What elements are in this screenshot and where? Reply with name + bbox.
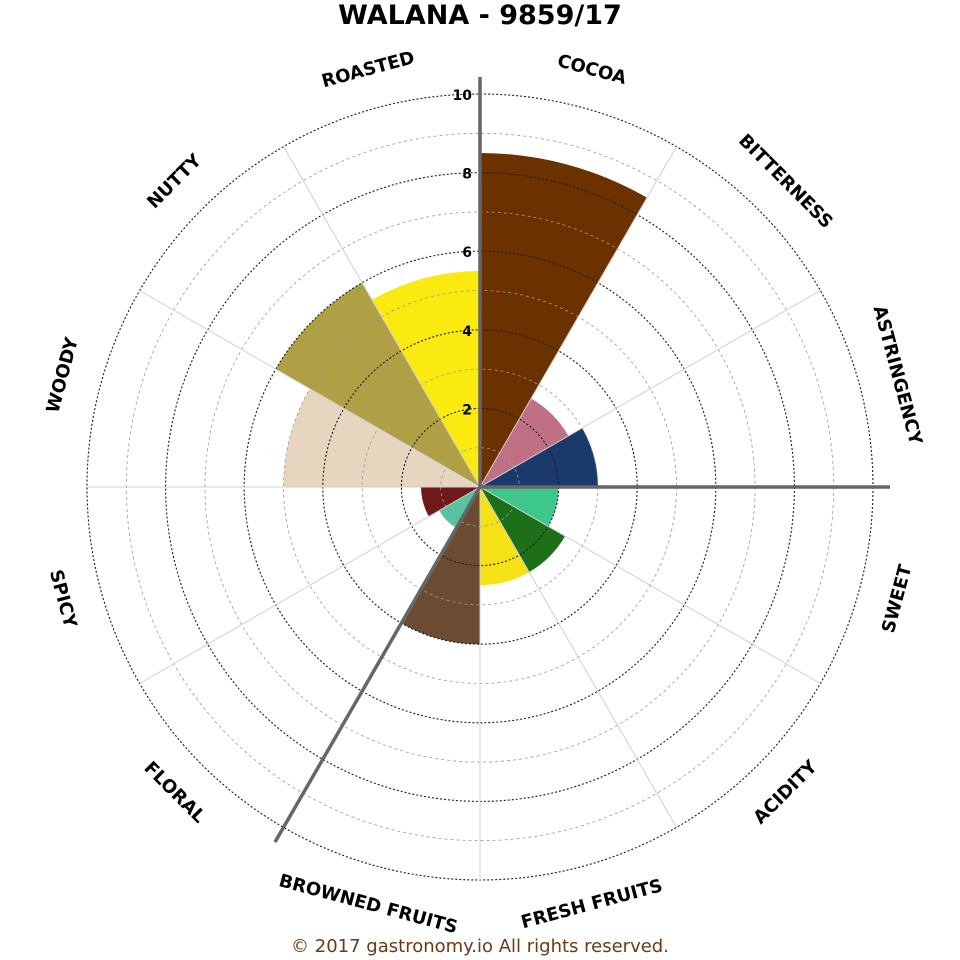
r-tick-label-10: 10	[453, 88, 473, 104]
category-label-cocoa: COCOA	[555, 50, 629, 89]
grid-spoke-120	[479, 486, 821, 684]
grid-spoke-330	[283, 146, 481, 488]
r-tick-label-8: 8	[462, 167, 472, 183]
r-tick-label-4: 4	[462, 324, 472, 340]
axes-group	[273, 77, 890, 843]
copyright-footer: © 2017 gastronomy.io All rights reserved…	[291, 936, 669, 957]
category-label-browned-fruits: BROWNED FRUITS	[277, 870, 460, 938]
wedge-1	[480, 398, 569, 487]
category-label-acidity: ACIDITY	[749, 756, 822, 829]
wedge-0	[480, 152, 648, 487]
wedge-7	[439, 487, 480, 528]
wedge-5	[480, 487, 530, 586]
category-label-bitterness: BITTERNESS	[734, 130, 837, 233]
grid-spoke-300	[139, 290, 481, 488]
category-label-woody: WOODY	[43, 334, 83, 415]
category-label-astringency: ASTRINGENCY	[869, 303, 927, 448]
wedge-8	[421, 487, 480, 517]
r-tick-label-2: 2	[462, 402, 472, 418]
grid-spoke-30	[479, 146, 677, 488]
wedge-10	[275, 282, 480, 487]
chart-title: WALANA - 9859/17	[338, 0, 622, 31]
category-label-spicy: SPICY	[45, 568, 81, 631]
grid-spoke-150	[479, 486, 677, 828]
radial-ticks-group: 2 4 6 8 10	[453, 88, 473, 418]
category-label-floral: FLORAL	[140, 758, 210, 828]
grid-spoke-60	[479, 290, 821, 488]
wedge-2	[480, 428, 598, 487]
wedge-6	[401, 487, 480, 645]
grid-spoke-240	[139, 486, 481, 684]
category-label-nutty: NUTTY	[143, 149, 206, 212]
axis-line-210	[273, 486, 482, 843]
category-label-roasted: ROASTED	[320, 47, 417, 92]
category-label-fresh-fruits: FRESH FRUITS	[519, 875, 665, 933]
category-label-sweet: SWEET	[878, 562, 917, 635]
wedge-11	[371, 270, 480, 487]
wedges-group	[275, 152, 648, 645]
wedge-9	[283, 388, 480, 487]
r-tick-label-6: 6	[462, 245, 472, 261]
wedge-3	[480, 487, 559, 527]
wedge-4	[480, 487, 566, 573]
